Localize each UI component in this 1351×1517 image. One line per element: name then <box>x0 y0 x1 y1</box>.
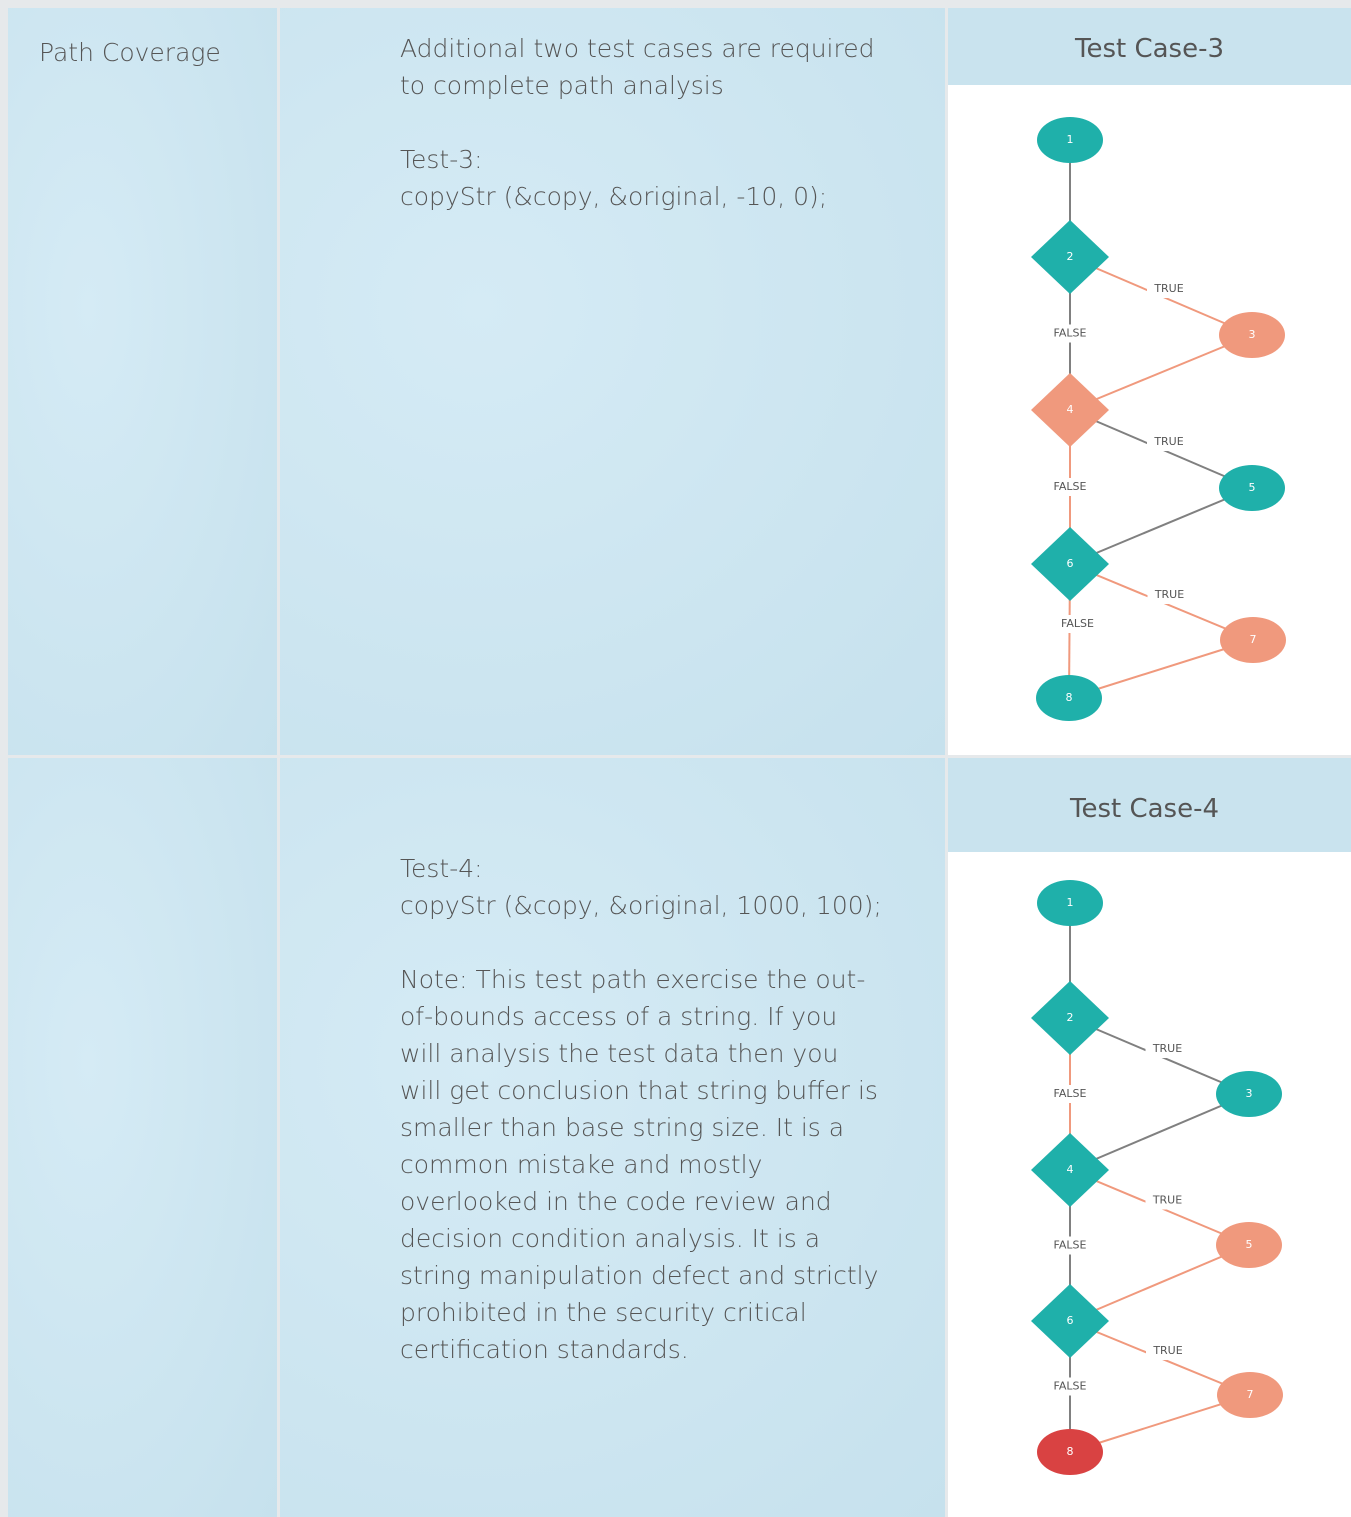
paragraph: Test-4: copyStr (&copy, &original, 1000, … <box>400 850 885 924</box>
node-label: 6 <box>1067 557 1074 570</box>
edge-label-bg <box>1147 586 1192 604</box>
node <box>1031 373 1109 447</box>
paragraph: Note: This test path exercise the out-of… <box>400 961 885 1368</box>
edge-label-bg <box>1048 1236 1092 1255</box>
edge-label: TRUE <box>1152 1344 1182 1357</box>
edge-label-bg <box>1048 324 1092 343</box>
node <box>1216 1071 1282 1117</box>
node <box>1216 1222 1282 1268</box>
node-label: 6 <box>1067 1314 1074 1327</box>
edge-label: FALSE <box>1054 327 1087 340</box>
edge-label-bg <box>1048 478 1092 496</box>
node <box>1031 1284 1109 1358</box>
text-line: Test-3: <box>400 145 483 174</box>
edge-label-bg <box>1147 280 1191 298</box>
node <box>1036 675 1102 721</box>
node <box>1220 617 1286 663</box>
edge <box>1068 639 1254 699</box>
edge-label-bg <box>1055 615 1100 633</box>
node-label: 8 <box>1067 1445 1074 1458</box>
node-label: 4 <box>1067 1163 1074 1176</box>
edge-label: TRUE <box>1154 588 1184 601</box>
edge-label: TRUE <box>1153 282 1183 295</box>
node-label: 5 <box>1246 1238 1253 1251</box>
edge-label: FALSE <box>1054 480 1087 493</box>
node-label: 1 <box>1067 896 1074 909</box>
text-line: Test-4: <box>400 854 483 883</box>
node <box>1031 220 1109 294</box>
edge-label: TRUE <box>1153 435 1183 448</box>
text-block: Additional two test cases are required t… <box>400 30 885 252</box>
label-cell <box>8 758 277 1517</box>
edge-label-bg <box>1146 1342 1190 1360</box>
edge-label: FALSE <box>1061 617 1094 630</box>
edge <box>1069 487 1253 565</box>
node <box>1219 312 1285 358</box>
node-label: 4 <box>1067 403 1074 416</box>
edge <box>1069 334 1253 411</box>
edge-label-bg <box>1048 1085 1092 1103</box>
node-label: 2 <box>1067 1011 1074 1024</box>
text-cell: Additional two test cases are required t… <box>280 8 945 755</box>
row-label: Path Coverage <box>39 38 221 67</box>
edge-label: FALSE <box>1054 1239 1087 1252</box>
node-label: 8 <box>1066 691 1073 704</box>
node <box>1037 117 1103 163</box>
edge-label-bg <box>1147 433 1191 451</box>
node-label: 7 <box>1247 1388 1254 1401</box>
label-cell: Path Coverage <box>8 8 277 755</box>
node-label: 5 <box>1249 481 1256 494</box>
node-label: 7 <box>1250 633 1257 646</box>
node <box>1037 880 1103 926</box>
text-line: Note: This test path exercise the out-of… <box>400 965 879 1364</box>
node <box>1217 1372 1283 1418</box>
node <box>1219 465 1285 511</box>
text-line: Additional two test cases are required t… <box>400 34 875 100</box>
node <box>1037 1429 1103 1475</box>
node-label: 2 <box>1067 250 1074 263</box>
edge-label-bg <box>1145 1191 1190 1210</box>
paragraph: Test-3: copyStr (&copy, &original, -10, 0… <box>400 141 885 215</box>
node <box>1031 527 1109 601</box>
text-line: copyStr (&copy, &original, 1000, 100); <box>400 891 882 920</box>
diagram-area <box>948 852 1351 1517</box>
edge-label: TRUE <box>1152 1194 1182 1207</box>
edge <box>1069 1093 1250 1171</box>
text-block: Test-4: copyStr (&copy, &original, 1000, … <box>400 850 885 1405</box>
edge-label: FALSE <box>1054 1380 1087 1393</box>
text-cell: Test-4: copyStr (&copy, &original, 1000, … <box>280 758 945 1517</box>
diagram-title: Test Case-4 <box>948 758 1351 852</box>
diagram-title: Test Case-3 <box>948 8 1351 85</box>
paragraph: Additional two test cases are required t… <box>400 30 885 104</box>
edge-label: TRUE <box>1152 1042 1182 1055</box>
node <box>1031 981 1109 1055</box>
edge <box>1069 1244 1250 1322</box>
edge-label-bg <box>1048 1377 1092 1396</box>
node-label: 3 <box>1249 328 1256 341</box>
edge-label: FALSE <box>1054 1087 1087 1100</box>
node-label: 3 <box>1246 1087 1253 1100</box>
node-label: 1 <box>1067 133 1074 146</box>
node <box>1031 1133 1109 1207</box>
text-line: copyStr (&copy, &original, -10, 0); <box>400 182 828 211</box>
edge-label-bg <box>1145 1040 1190 1058</box>
